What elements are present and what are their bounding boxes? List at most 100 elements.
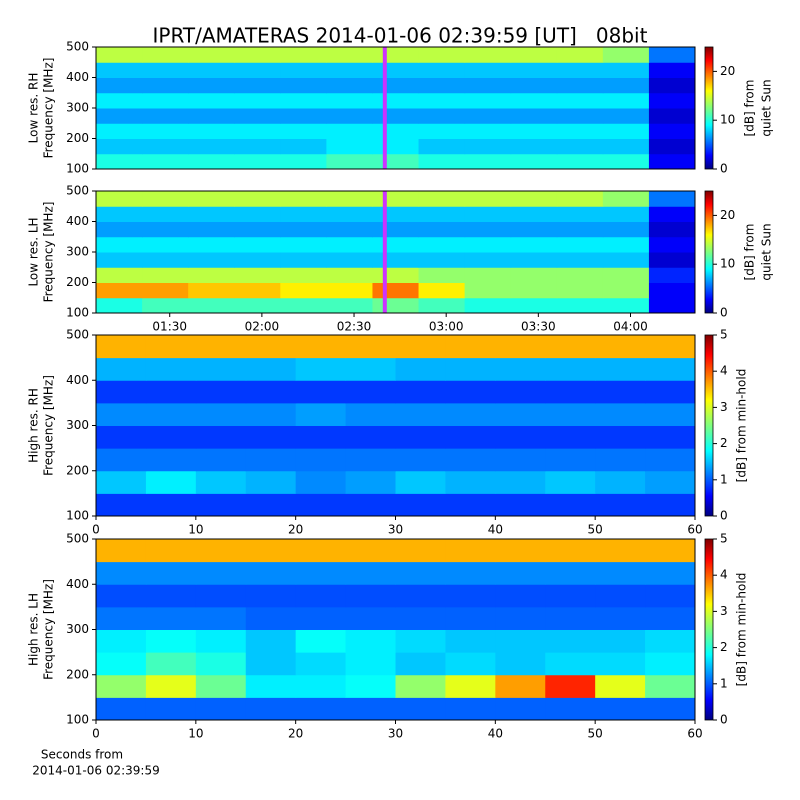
heat-cell [188, 297, 235, 314]
heat-cell [445, 629, 496, 653]
heat-cell [602, 206, 650, 222]
heat-cell [295, 629, 347, 653]
heat-cell [195, 335, 247, 359]
heat-cell [510, 123, 558, 139]
heat-cell [295, 539, 347, 563]
heat-cell [295, 448, 347, 472]
heat-cell [645, 606, 696, 630]
heat-cell [145, 697, 197, 721]
heat-cell [345, 448, 396, 472]
heat-cell [96, 629, 147, 653]
heat-cell [595, 674, 646, 698]
heat-cell [648, 282, 696, 299]
heat-cell [96, 138, 143, 155]
y-tick-label: 100 [66, 509, 89, 523]
heat-cell [445, 493, 496, 517]
colorbar-tick-label: 4 [720, 364, 728, 378]
heat-cell [234, 153, 281, 170]
heat-cell [556, 92, 604, 109]
colorbar-tick-label: 3 [720, 604, 728, 618]
x-tick-label: 40 [488, 523, 503, 537]
heat-cell [556, 221, 604, 238]
heat-cell [602, 297, 650, 314]
heat-cell [645, 425, 696, 449]
heat-cell [510, 297, 558, 314]
heat-cell [295, 674, 347, 698]
heat-cell [645, 652, 696, 676]
colorbar-tick-label: 0 [720, 162, 728, 176]
heat-cell [234, 297, 281, 314]
heat-cell [245, 697, 297, 721]
y-tick-label: 300 [66, 622, 89, 636]
heat-cell [595, 357, 646, 381]
heat-cell [145, 402, 197, 426]
heat-cell [188, 221, 235, 238]
heat-cell [648, 62, 696, 78]
heat-cell [280, 191, 327, 207]
heat-cell [326, 153, 373, 170]
heat-cell [280, 252, 327, 268]
heat-cell [188, 108, 235, 124]
heat-cell [96, 123, 143, 139]
heat-cell [495, 539, 546, 563]
heat-cell [195, 697, 247, 721]
heat-cell [245, 629, 297, 653]
colorbar [704, 538, 714, 721]
x-tick-label: 03:30 [521, 320, 556, 334]
colorbar-tick-label: 10 [720, 257, 735, 271]
heat-cell [418, 236, 466, 253]
heat-cell [326, 123, 373, 139]
y-axis-label: High res. LH [27, 593, 41, 666]
heat-cell [648, 206, 696, 222]
heat-cell [464, 297, 512, 314]
heat-cell [145, 606, 197, 630]
y-axis-label: Frequency [MHz] [42, 202, 56, 303]
heat-cell [510, 191, 558, 207]
y-axis-label: Frequency [MHz] [42, 375, 56, 476]
colorbar-tick-label: 0 [720, 306, 728, 320]
heat-cell [345, 335, 396, 359]
heat-cell [326, 77, 373, 94]
heat-cell [645, 402, 696, 426]
heat-cell [326, 47, 373, 63]
heat-cell [245, 335, 297, 359]
heat-cell [372, 108, 420, 124]
heat-cell [648, 92, 696, 109]
heat-cell [648, 236, 696, 253]
heat-cell [234, 138, 281, 155]
heat-cell [495, 561, 546, 585]
heat-cell [372, 138, 420, 155]
heat-cell [556, 138, 604, 155]
heat-cell [195, 561, 247, 585]
heat-cell [510, 252, 558, 268]
heat-cell [188, 62, 235, 78]
heat-cell [556, 267, 604, 283]
heat-cell [495, 448, 546, 472]
heat-cell [595, 493, 646, 517]
heat-cell [510, 221, 558, 238]
heat-cell [545, 539, 596, 563]
heat-cell [464, 123, 512, 139]
heat-cell [188, 191, 235, 207]
heat-cell [464, 267, 512, 283]
heat-cell [495, 697, 546, 721]
heat-cell [234, 221, 281, 238]
heat-cell [510, 153, 558, 170]
heat-cell [96, 191, 143, 207]
heat-cell [418, 138, 466, 155]
heat-cell [195, 652, 247, 676]
heat-cell [188, 92, 235, 109]
heat-cell [648, 297, 696, 314]
y-tick-label: 400 [66, 214, 89, 228]
heat-cell [418, 123, 466, 139]
heat-cell [395, 584, 446, 608]
heat-cell [280, 221, 327, 238]
heat-cell [602, 62, 650, 78]
heat-cell [464, 252, 512, 268]
heat-cell [188, 252, 235, 268]
heat-cell [602, 252, 650, 268]
heat-cell [556, 282, 604, 299]
heat-cell [445, 448, 496, 472]
heat-cell [464, 206, 512, 222]
heat-cell [372, 92, 420, 109]
